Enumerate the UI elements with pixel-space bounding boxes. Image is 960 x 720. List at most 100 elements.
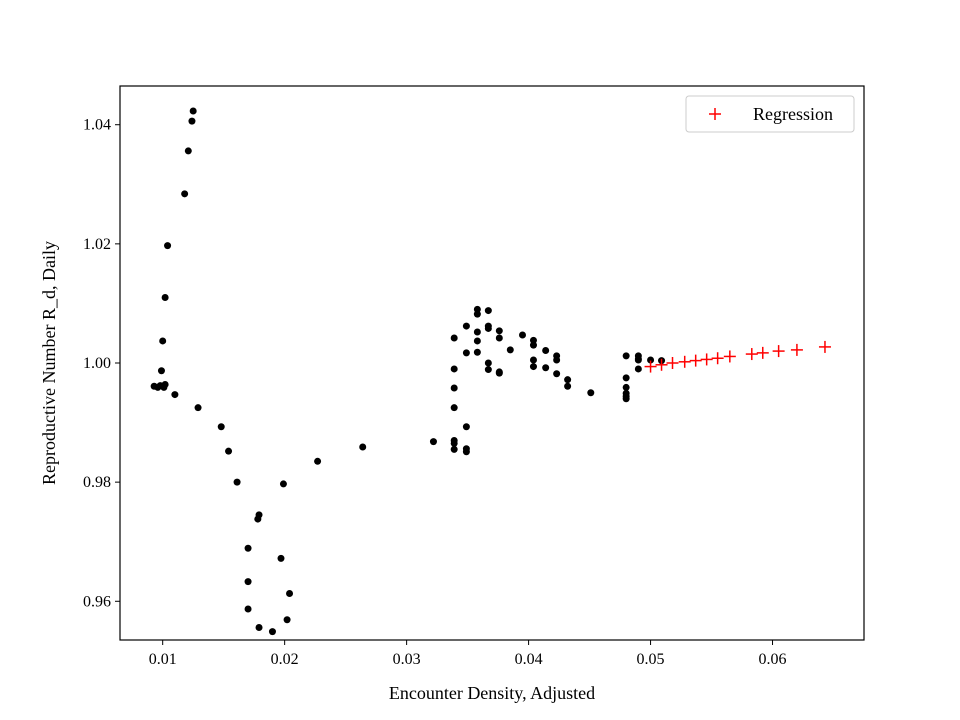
regression-point [689,354,702,367]
data-point [564,382,572,390]
data-point [529,356,537,364]
data-point [462,423,470,431]
data-point [484,324,492,332]
data-point [450,404,458,412]
x-tick-label: 0.04 [515,651,543,668]
data-point [450,384,458,392]
data-point [244,578,252,586]
data-point [157,367,165,375]
x-tick-label: 0.03 [393,651,421,668]
data-point [553,370,561,378]
y-axis-ticks: 0.96 0.98 1.00 1.02 1.04 [83,117,120,610]
x-tick-label: 0.01 [149,651,177,668]
regression-point [756,346,769,359]
data-point [622,383,630,391]
data-point [161,380,169,388]
data-point [529,363,537,371]
data-point [233,478,241,486]
data-point [634,356,642,364]
data-point [450,445,458,453]
data-point [283,616,291,624]
data-point [564,376,572,384]
data-point [473,337,481,345]
legend: Regression [685,95,855,133]
data-point [462,448,470,456]
data-point [518,331,526,339]
regression-point [678,355,691,368]
x-axis-ticks: 0.01 0.02 0.03 0.04 0.05 0.06 [149,640,787,668]
data-point [450,365,458,373]
data-point [171,391,179,399]
data-point [622,352,630,360]
y-tick-label: 1.02 [83,236,111,253]
regression-point [700,353,713,366]
data-point [184,147,192,155]
regression-point [666,357,679,369]
data-point [647,356,655,364]
y-axis-label: Reproductive Number R_d, Daily [39,241,59,485]
data-point [473,348,481,356]
y-tick-label: 1.00 [83,355,111,372]
legend-label-regression: Regression [753,104,833,124]
data-point [473,328,481,336]
regression-point [772,345,785,358]
data-point [161,293,169,301]
plot-frame [119,85,865,641]
data-point [622,395,630,403]
data-point [188,117,196,125]
data-point [217,423,225,431]
y-tick-label: 1.04 [83,117,111,134]
data-point [553,356,561,364]
data-point [225,447,233,455]
y-tick-label: 0.98 [83,474,111,491]
regression-point [711,352,724,365]
data-point [542,364,550,372]
regression-point [818,340,831,353]
data-point [277,554,285,562]
data-point [164,242,172,250]
data-point [255,511,263,519]
data-point [189,107,197,115]
regression-point [745,348,758,361]
data-point [529,341,537,349]
x-tick-label: 0.05 [637,651,665,668]
data-point [450,439,458,447]
regression-point [723,350,736,363]
data-point [268,628,276,636]
x-axis-label: Encounter Density, Adjusted [389,683,595,703]
data-point [622,374,630,382]
data-point [506,346,514,354]
plot-marks [150,107,831,636]
data-point [495,369,503,377]
x-tick-label: 0.06 [759,651,787,668]
data-point [542,346,550,354]
data-point [286,590,294,598]
data-point [314,457,322,465]
data-point [462,322,470,330]
data-point [279,480,287,488]
data-point [244,605,252,613]
data-point [634,365,642,373]
regression-point [790,343,803,356]
data-point [587,389,595,397]
x-tick-label: 0.02 [271,651,299,668]
data-point [484,366,492,374]
data-point [495,327,503,335]
data-point [484,359,492,367]
legend-box [685,95,855,133]
data-point [181,190,189,198]
data-point [484,307,492,315]
data-point [473,310,481,318]
regression-point [644,360,657,373]
data-point [194,404,202,412]
data-point [159,337,167,345]
data-point [462,349,470,357]
regression-point [655,358,668,371]
data-point [244,544,252,552]
data-point [429,438,437,446]
data-point [495,334,503,342]
y-tick-label: 0.96 [83,593,111,610]
legend-marker-regression [709,108,721,120]
data-point [450,334,458,342]
